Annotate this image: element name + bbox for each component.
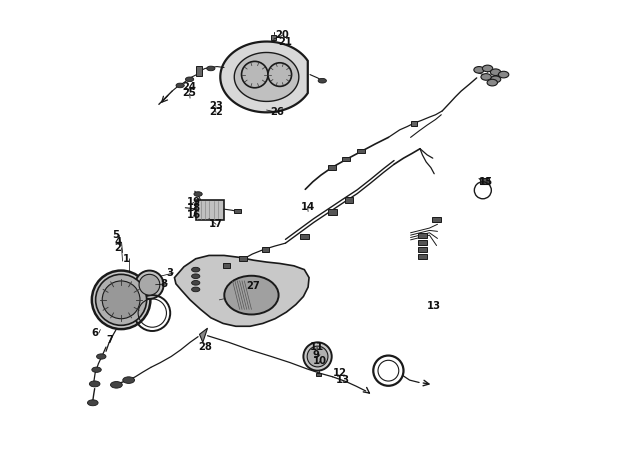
Ellipse shape [490,76,501,83]
Ellipse shape [110,381,122,388]
Text: 12: 12 [333,369,347,379]
Text: 28: 28 [198,342,212,352]
Polygon shape [175,256,309,326]
Polygon shape [199,328,208,342]
Text: 24: 24 [182,82,196,92]
FancyBboxPatch shape [357,149,365,153]
FancyBboxPatch shape [418,254,427,259]
Text: 10: 10 [313,356,327,366]
FancyBboxPatch shape [328,165,336,170]
Ellipse shape [97,354,106,359]
Polygon shape [220,41,308,113]
Text: 16: 16 [187,210,201,220]
Text: 13: 13 [336,375,350,385]
Ellipse shape [206,66,215,71]
FancyBboxPatch shape [234,209,241,213]
FancyBboxPatch shape [300,234,308,239]
Text: 7: 7 [106,335,113,345]
Ellipse shape [490,69,501,76]
Circle shape [307,346,328,367]
Polygon shape [234,52,299,102]
Text: 8: 8 [161,279,168,289]
FancyBboxPatch shape [329,209,337,215]
Ellipse shape [224,276,278,314]
Text: 23: 23 [209,101,223,111]
Ellipse shape [192,281,200,285]
Circle shape [139,275,160,295]
FancyBboxPatch shape [239,256,247,261]
Text: 6: 6 [92,328,99,338]
Text: 27: 27 [247,281,261,291]
FancyBboxPatch shape [342,157,350,162]
Ellipse shape [192,287,200,292]
Ellipse shape [482,65,493,72]
Text: 4: 4 [115,237,122,247]
Ellipse shape [87,400,98,406]
Ellipse shape [192,267,200,272]
FancyBboxPatch shape [262,247,269,252]
FancyBboxPatch shape [271,36,276,40]
Ellipse shape [318,78,326,83]
FancyBboxPatch shape [418,247,427,252]
FancyBboxPatch shape [433,217,441,222]
Text: 21: 21 [278,38,292,48]
FancyBboxPatch shape [411,121,417,125]
Text: 20: 20 [275,30,289,40]
Text: 17: 17 [209,219,223,229]
FancyBboxPatch shape [316,372,321,376]
FancyBboxPatch shape [418,239,427,245]
Text: 15: 15 [479,177,493,187]
Text: 13: 13 [427,301,441,311]
Ellipse shape [185,77,194,82]
Text: 22: 22 [209,107,223,117]
Circle shape [135,271,164,299]
Ellipse shape [474,66,484,73]
Ellipse shape [89,381,100,387]
FancyBboxPatch shape [223,264,230,268]
Ellipse shape [487,79,497,86]
Ellipse shape [194,192,202,196]
Circle shape [303,342,332,370]
Ellipse shape [123,377,134,383]
Circle shape [92,271,150,329]
Text: 25: 25 [182,88,196,98]
Ellipse shape [481,74,491,80]
Ellipse shape [92,367,101,372]
Text: 11: 11 [310,342,324,352]
Text: 18: 18 [187,203,201,213]
FancyBboxPatch shape [480,178,489,184]
Text: 9: 9 [313,350,320,360]
FancyBboxPatch shape [196,66,203,76]
Text: 14: 14 [301,202,315,212]
Text: 3: 3 [166,268,173,278]
Text: 1: 1 [122,254,130,264]
Circle shape [268,63,292,86]
Text: 5: 5 [112,230,119,240]
Ellipse shape [192,274,200,278]
FancyBboxPatch shape [345,197,354,202]
Circle shape [241,61,268,88]
Text: 2: 2 [115,243,122,253]
Circle shape [102,281,140,319]
FancyBboxPatch shape [418,233,427,238]
Ellipse shape [498,71,509,78]
FancyBboxPatch shape [196,200,224,219]
Text: 19: 19 [187,197,201,207]
Circle shape [96,275,147,325]
Ellipse shape [176,83,184,88]
Text: 26: 26 [270,107,284,117]
